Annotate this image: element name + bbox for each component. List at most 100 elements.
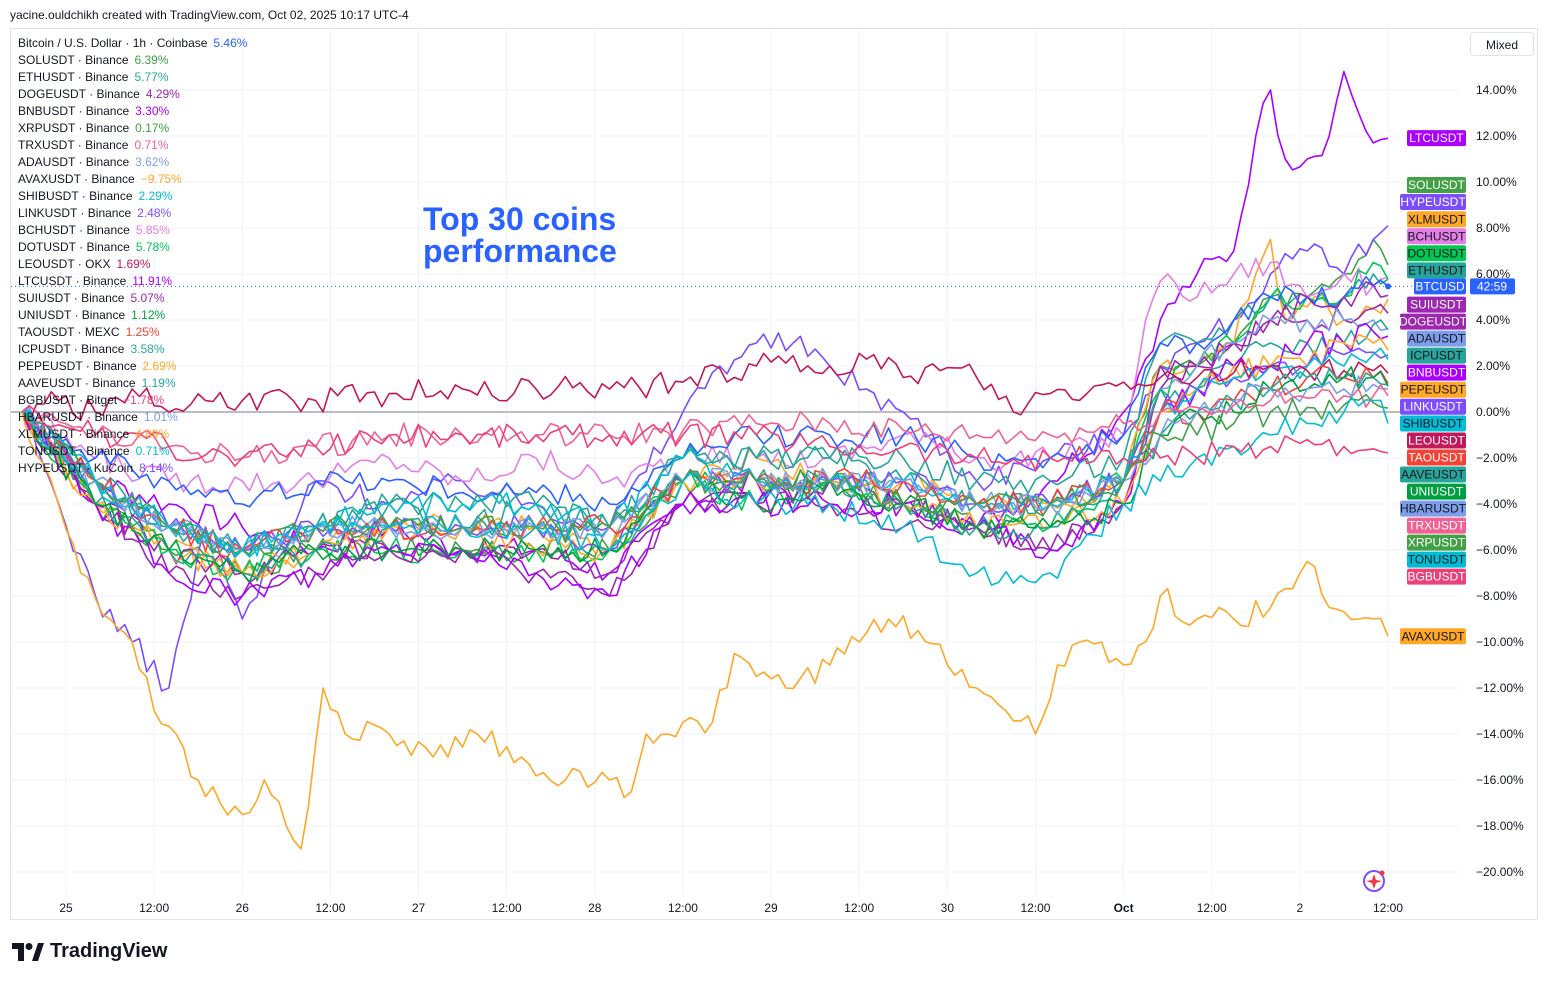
series-line-btcusd[interactable] [21, 275, 1389, 512]
legend-item[interactable]: XRPUSDT · Binance 0.17% [18, 120, 247, 137]
legend-item[interactable]: Bitcoin / U.S. Dollar · 1h · Coinbase 5.4… [18, 35, 247, 52]
legend-item[interactable]: LEOUSDT · OKX 1.69% [18, 256, 247, 273]
series-line-xrpusdt[interactable] [21, 393, 1389, 555]
legend-change: 1.69% [116, 257, 151, 271]
legend-item[interactable]: SUIUSDT · Binance 5.07% [18, 290, 247, 307]
y-tick-label: 8.00% [1476, 221, 1510, 235]
y-tick-label: 12.00% [1476, 129, 1517, 143]
price-label-text: DOGEUSDT [1399, 315, 1468, 329]
price-label-taousdt[interactable]: TAOUSDT [1407, 449, 1466, 466]
price-label-xrpusdt[interactable]: XRPUSDT [1407, 534, 1466, 551]
legend-change: 5.07% [130, 291, 165, 305]
price-label-btcusd[interactable]: BTCUSD 42:59 [1414, 278, 1515, 295]
bar-countdown: 42:59 [1477, 279, 1507, 293]
price-label-pepeusdt[interactable]: PEPEUSDT [1400, 381, 1466, 398]
price-label-bg [1407, 432, 1466, 449]
price-label-trxusdt[interactable]: TRXUSDT [1407, 517, 1466, 534]
legend-item[interactable]: SOLUSDT · Binance 6.39% [18, 52, 247, 69]
y-tick-label: −16.00% [1476, 773, 1524, 787]
legend-item[interactable]: LTCUSDT · Binance 11.91% [18, 273, 247, 290]
x-tick-label: 12:00 [844, 901, 874, 915]
price-label-text: BTCUSD [1415, 279, 1465, 293]
price-label-text: AVAXUSDT [1402, 629, 1466, 643]
annotation-line-2: performance [423, 233, 617, 269]
legend-item[interactable]: HYPEUSDT · KuCoin 8.14% [18, 460, 247, 477]
price-label-linkusdt[interactable]: LINKUSDT [1400, 398, 1466, 415]
legend-item[interactable]: HBARUSDT · Binance 1.01% [18, 409, 247, 426]
price-label-hbarusdt[interactable]: HBARUSDT [1400, 500, 1467, 517]
legend-symbol: PEPEUSDT · Binance [18, 359, 137, 373]
series-line-tonusdt[interactable] [21, 396, 1389, 586]
legend-change: 1.12% [131, 308, 166, 322]
legend-item[interactable]: PEPEUSDT · Binance 2.69% [18, 358, 247, 375]
price-label-dotusdt[interactable]: DOTUSDT [1407, 245, 1466, 262]
x-tick-label: Oct [1114, 901, 1134, 915]
price-label-tonusdt[interactable]: TONUSDT [1407, 551, 1466, 568]
price-label-xlmusdt[interactable]: XLMUSDT [1407, 211, 1466, 228]
legend-item[interactable]: AAVEUSDT · Binance 1.19% [18, 375, 247, 392]
price-label-text: SHIBUSDT [1403, 417, 1464, 431]
price-label-dogeusdt[interactable]: DOGEUSDT [1399, 313, 1468, 330]
price-label-icpusdt[interactable]: ICPUSDT [1407, 347, 1466, 364]
legend-item[interactable]: LINKUSDT · Binance 2.48% [18, 205, 247, 222]
price-label-text: HYPEUSDT [1400, 195, 1466, 209]
series-line-trxusdt[interactable] [21, 384, 1389, 465]
price-label-shibusdt[interactable]: SHIBUSDT [1400, 415, 1466, 432]
x-tick-label: 12:00 [315, 901, 345, 915]
legend-symbol: LEOUSDT · OKX [18, 257, 111, 271]
price-label-leousdt[interactable]: LEOUSDT [1407, 432, 1466, 449]
legend-item[interactable]: SHIBUSDT · Binance 2.29% [18, 188, 247, 205]
price-label-text: TRXUSDT [1408, 519, 1465, 533]
legend-symbol: TAOUSDT · MEXC [18, 325, 120, 339]
series-line-bgbusdt[interactable] [21, 404, 1389, 471]
legend-item[interactable]: ETHUSDT · Binance 5.77% [18, 69, 247, 86]
price-label-avaxusdt[interactable]: AVAXUSDT [1400, 628, 1466, 645]
price-label-bg [1407, 364, 1466, 381]
legend-item[interactable]: BGBUSDT · Bitget −1.78% [18, 392, 247, 409]
legend-change: 5.46% [213, 36, 248, 50]
price-label-solusdt[interactable]: SOLUSDT [1407, 176, 1466, 193]
legend-item[interactable]: XLMUSDT · Binance 4.89% [18, 426, 247, 443]
legend-item[interactable]: ADAUSDT · Binance 3.62% [18, 154, 247, 171]
legend-item[interactable]: TAOUSDT · MEXC 1.25% [18, 324, 247, 341]
series-line-leousdt[interactable] [21, 352, 1389, 422]
legend-change: 4.89% [135, 427, 170, 441]
price-label-ethusdt[interactable]: ETHUSDT [1407, 262, 1466, 279]
legend-item[interactable]: TRXUSDT · Binance 0.71% [18, 137, 247, 154]
sparkle-icon[interactable] [1360, 868, 1390, 896]
price-label-text: BGBUSDT [1407, 570, 1466, 584]
annotation-line-1: Top 30 coins [423, 201, 617, 237]
price-label-aaveusdt[interactable]: AAVEUSDT [1400, 466, 1466, 483]
legend-item[interactable]: DOTUSDT · Binance 5.78% [18, 239, 247, 256]
legend-item[interactable]: TONUSDT · Binance 0.71% [18, 443, 247, 460]
x-tick-label: 12:00 [1373, 901, 1403, 915]
legend-change: 1.19% [141, 376, 176, 390]
y-tick-label: 6.00% [1476, 267, 1510, 281]
legend-item[interactable]: AVAXUSDT · Binance −9.75% [18, 171, 247, 188]
series-line-avaxusdt[interactable] [21, 411, 1389, 850]
price-label-bgbusdt[interactable]: BGBUSDT [1407, 568, 1466, 585]
price-label-bnbusdt[interactable]: BNBUSDT [1407, 364, 1466, 381]
price-label-bchusdt[interactable]: BCHUSDT [1407, 228, 1466, 245]
legend-change: 3.58% [130, 342, 165, 356]
legend-symbol: XLMUSDT · Binance [18, 427, 130, 441]
price-label-text: PEPEUSDT [1401, 383, 1466, 397]
price-label-ltcusdt[interactable]: LTCUSDT [1407, 130, 1466, 147]
price-label-adausdt[interactable]: ADAUSDT [1407, 330, 1466, 347]
scale-mode-button[interactable]: Mixed [1470, 32, 1534, 56]
price-label-uniusdt[interactable]: UNIUSDT [1407, 483, 1466, 500]
series-lines [21, 70, 1391, 850]
legend-item[interactable]: BCHUSDT · Binance 5.85% [18, 222, 247, 239]
price-label-hypeusdt[interactable]: HYPEUSDT [1400, 194, 1466, 211]
price-label-suiusdt[interactable]: SUIUSDT [1407, 296, 1466, 313]
legend-item[interactable]: BNBUSDT · Binance 3.30% [18, 103, 247, 120]
legend-item[interactable]: UNIUSDT · Binance 1.12% [18, 307, 247, 324]
legend-item[interactable]: ICPUSDT · Binance 3.58% [18, 341, 247, 358]
tradingview-logo[interactable]: TradingView [12, 940, 167, 963]
legend-change: 5.77% [134, 70, 169, 84]
legend-change: 5.78% [135, 240, 170, 254]
legend-symbol: BNBUSDT · Binance [18, 104, 130, 118]
legend-item[interactable]: DOGEUSDT · Binance 4.29% [18, 86, 247, 103]
y-tick-label: 10.00% [1476, 175, 1517, 189]
